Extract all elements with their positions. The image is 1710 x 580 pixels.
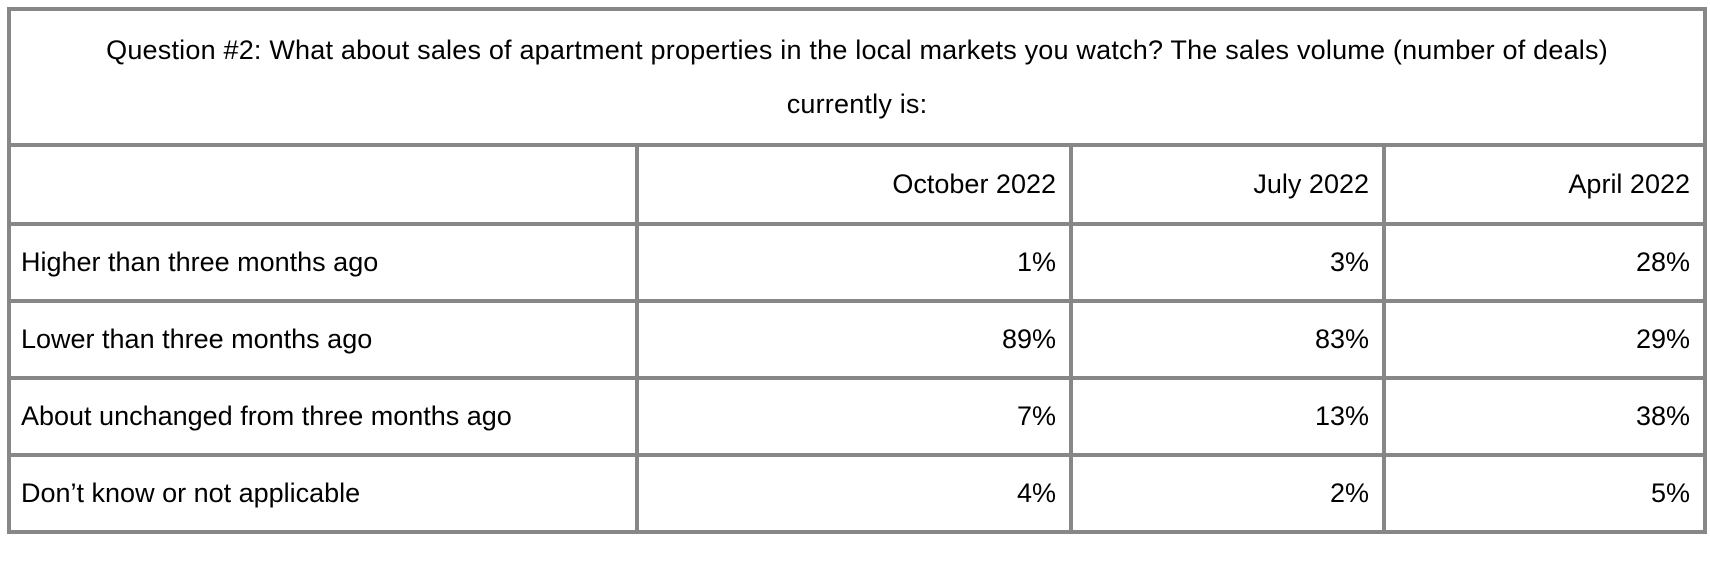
table-row-unchanged: About unchanged from three months ago 7%… xyxy=(7,376,1708,457)
row-label: Higher than three months ago xyxy=(7,222,639,303)
table-row-dont-know: Don’t know or not applicable 4% 2% 5% xyxy=(7,453,1708,534)
row-label: About unchanged from three months ago xyxy=(7,376,639,457)
cell-value: 29% xyxy=(1381,299,1708,380)
row-label: Lower than three months ago xyxy=(7,299,639,380)
question-title-line1: Question #2: What about sales of apartme… xyxy=(106,35,1608,65)
table-row-higher: Higher than three months ago 1% 3% 28% xyxy=(7,222,1708,303)
cell-value: 2% xyxy=(1069,453,1386,534)
cell-value: 7% xyxy=(635,376,1073,457)
cell-value: 13% xyxy=(1069,376,1386,457)
cell-value: 1% xyxy=(635,222,1073,303)
cell-value: 3% xyxy=(1069,222,1386,303)
question-title: Question #2: What about sales of apartme… xyxy=(6,7,1708,147)
column-header-october-2022: October 2022 xyxy=(635,143,1073,226)
cell-value: 83% xyxy=(1069,299,1386,380)
column-header-july-2022: July 2022 xyxy=(1069,143,1386,226)
cell-value: 38% xyxy=(1381,376,1708,457)
row-label: Don’t know or not applicable xyxy=(7,453,639,534)
table-row-lower: Lower than three months ago 89% 83% 29% xyxy=(7,299,1708,380)
cell-value: 89% xyxy=(635,299,1073,380)
question-banner-row: Question #2: What about sales of apartme… xyxy=(6,7,1708,147)
cell-value: 28% xyxy=(1381,222,1708,303)
column-header-row: October 2022 July 2022 April 2022 xyxy=(7,143,1708,226)
cell-value: 5% xyxy=(1381,453,1708,534)
cell-value: 4% xyxy=(635,453,1073,534)
survey-results-table: Question #2: What about sales of apartme… xyxy=(6,7,1708,534)
column-header-april-2022: April 2022 xyxy=(1381,143,1708,226)
question-title-line2: currently is: xyxy=(786,89,928,119)
column-header-empty xyxy=(7,143,639,226)
